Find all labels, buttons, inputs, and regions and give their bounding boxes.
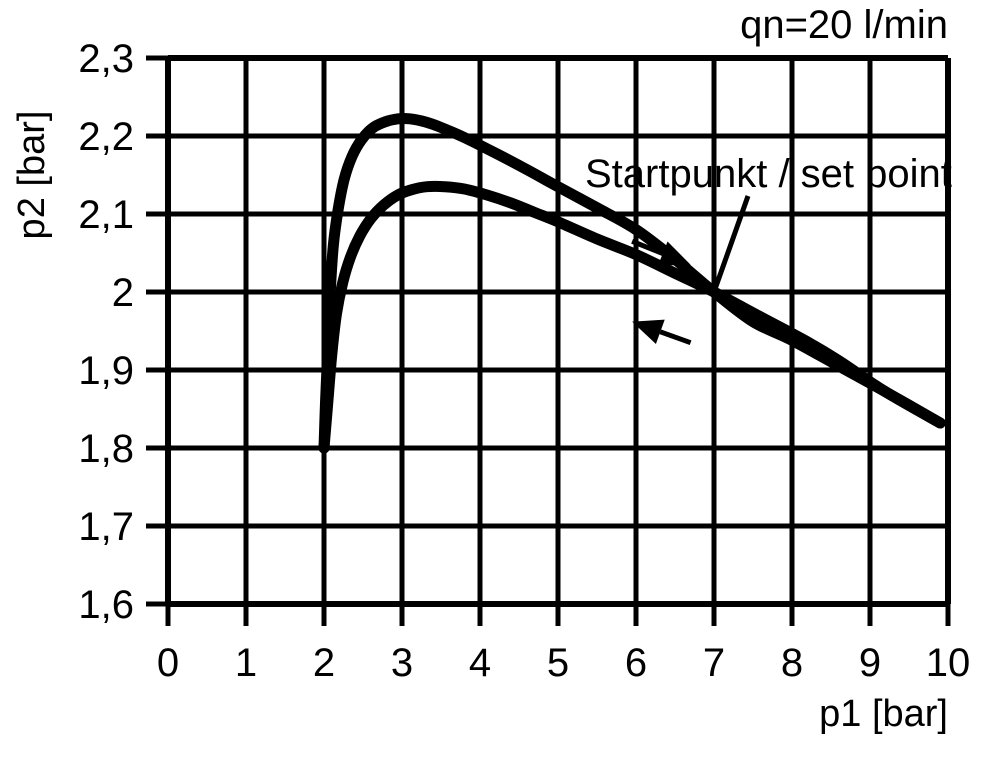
x-axis-title: p1 [bar] — [819, 693, 948, 735]
x-tick-label: 0 — [157, 641, 179, 685]
x-tick-label: 8 — [781, 641, 803, 685]
setpoint-annotation-label: Startpunkt / set point — [585, 152, 952, 196]
y-tick-label: 1,7 — [78, 505, 134, 549]
y-axis-title: p2 [bar] — [11, 111, 53, 240]
y-tick-label: 2 — [112, 271, 134, 315]
x-tick-label: 2 — [313, 641, 335, 685]
condition-label: qn=20 l/min — [740, 3, 948, 47]
x-tick-label: 4 — [469, 641, 491, 685]
arrow-shaft — [631, 238, 664, 256]
arrow-head — [632, 319, 665, 345]
x-tick-label: 1 — [235, 641, 257, 685]
y-tick-labels: 1,6 1,7 1,8 1,9 2 2,1 2,2 2,3 — [78, 37, 134, 627]
leader-line — [711, 195, 751, 293]
y-tick-label: 2,2 — [78, 115, 134, 159]
y-tick-label: 1,8 — [78, 427, 134, 471]
y-tick-label: 2,1 — [78, 193, 134, 237]
arrow-head — [657, 241, 691, 266]
x-tick-label: 3 — [391, 641, 413, 685]
y-tick-label: 2,3 — [78, 37, 134, 81]
axis-ticks — [146, 55, 951, 626]
data-curves — [318, 112, 946, 454]
curve-lower-curve — [318, 180, 946, 454]
x-tick-labels: 0 1 2 3 4 5 6 7 8 9 10 — [157, 641, 970, 685]
x-tick-label: 6 — [625, 641, 647, 685]
x-tick-label: 10 — [926, 641, 971, 685]
y-tick-label: 1,9 — [78, 349, 134, 393]
arrow-shaft — [659, 329, 692, 346]
direction-arrows — [631, 238, 692, 346]
x-tick-label: 7 — [703, 641, 725, 685]
setpoint-leader-line — [711, 195, 751, 293]
plot-grid — [165, 55, 951, 607]
x-tick-label: 9 — [859, 641, 881, 685]
x-tick-label: 5 — [547, 641, 569, 685]
y-tick-label: 1,6 — [78, 583, 134, 627]
